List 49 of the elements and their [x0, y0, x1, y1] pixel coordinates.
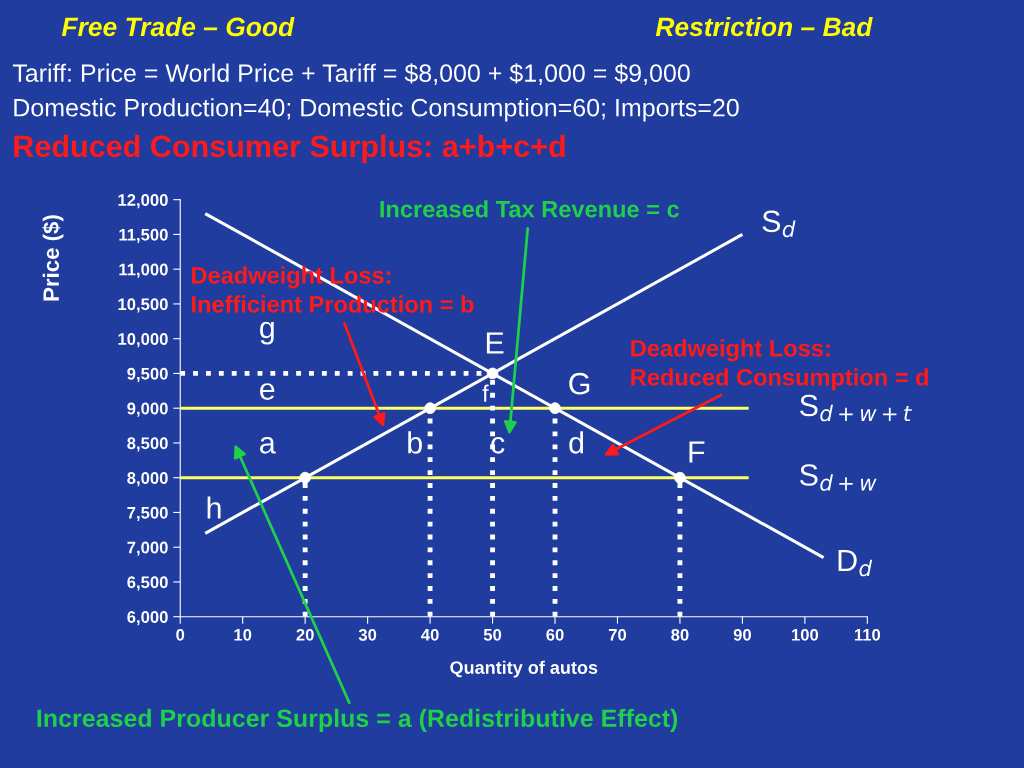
- y-tick-label: 6,500: [127, 576, 168, 591]
- x-tick-label: 90: [733, 628, 751, 641]
- x-tick-label: 50: [483, 628, 502, 641]
- annotation: Increased Tax Revenue = c: [380, 200, 679, 218]
- annotation: g: [260, 321, 274, 345]
- x-tick-label: 30: [358, 628, 377, 641]
- x-tick-label: 60: [546, 628, 564, 641]
- annotation: a: [260, 436, 276, 454]
- x-tick-label: 10: [234, 628, 252, 641]
- y-tick-label: 11,000: [119, 263, 168, 278]
- annotation: E: [486, 332, 504, 354]
- y-tick-label: 7,500: [127, 506, 168, 522]
- x-tick-label: 110: [854, 628, 881, 641]
- x-tick-label: 0: [176, 628, 185, 641]
- text: Free Trade – Good: [61, 16, 295, 37]
- y-tick-label: 7,000: [127, 541, 168, 556]
- annotation: f: [482, 384, 489, 402]
- x-tick-label: 80: [671, 628, 689, 641]
- annotation: G: [569, 372, 590, 395]
- x-tick-label: 20: [296, 628, 314, 641]
- y-tick-label: 12,000: [118, 194, 168, 209]
- series-label: S$_{d}$: [762, 210, 796, 238]
- text: Reduced Consumer Surplus: a+b+c+d: [14, 134, 565, 164]
- text: Domestic Production=40; Domestic Consumption=60; Imports=20: [14, 98, 739, 122]
- annotation: e: [260, 383, 275, 400]
- y-tick-label: 10,500: [118, 298, 168, 313]
- x-tick-label: 40: [421, 628, 439, 641]
- y-axis-title: Price ($): [42, 215, 64, 301]
- annotation: d: [569, 431, 584, 454]
- series-label: D$_{d}$: [838, 550, 873, 577]
- y-tick-label: 6,000: [127, 611, 168, 626]
- x-tick-label: 70: [608, 628, 627, 641]
- series-label: S$_{d+w+t}$: [800, 394, 912, 422]
- y-tick-label: 9,500: [127, 367, 168, 383]
- series-label: S$_{d+w}$: [800, 464, 877, 491]
- text: Tariff: Price = World Price + Tariff = $8,000 + $1,000 = $9,000: [12, 63, 690, 85]
- annotation: F: [689, 441, 705, 463]
- y-tick-label: 8,000: [127, 472, 168, 487]
- text: Increased Producer Surplus = a (Redistributive Effect): [37, 708, 678, 733]
- y-tick-label: 8,500: [127, 437, 168, 452]
- y-tick-label: 10,000: [118, 333, 168, 348]
- annotation: b: [408, 431, 422, 454]
- y-tick-label: 9,000: [127, 402, 168, 417]
- x-axis-title: Quantity of autos: [450, 660, 598, 678]
- annotation: Deadweight Loss: Reduced Consumption = d: [631, 339, 928, 391]
- y-tick-label: 11,500: [119, 228, 168, 244]
- annotation: h: [207, 496, 221, 519]
- x-tick-label: 100: [792, 628, 819, 641]
- text: Restriction – Bad: [655, 16, 873, 37]
